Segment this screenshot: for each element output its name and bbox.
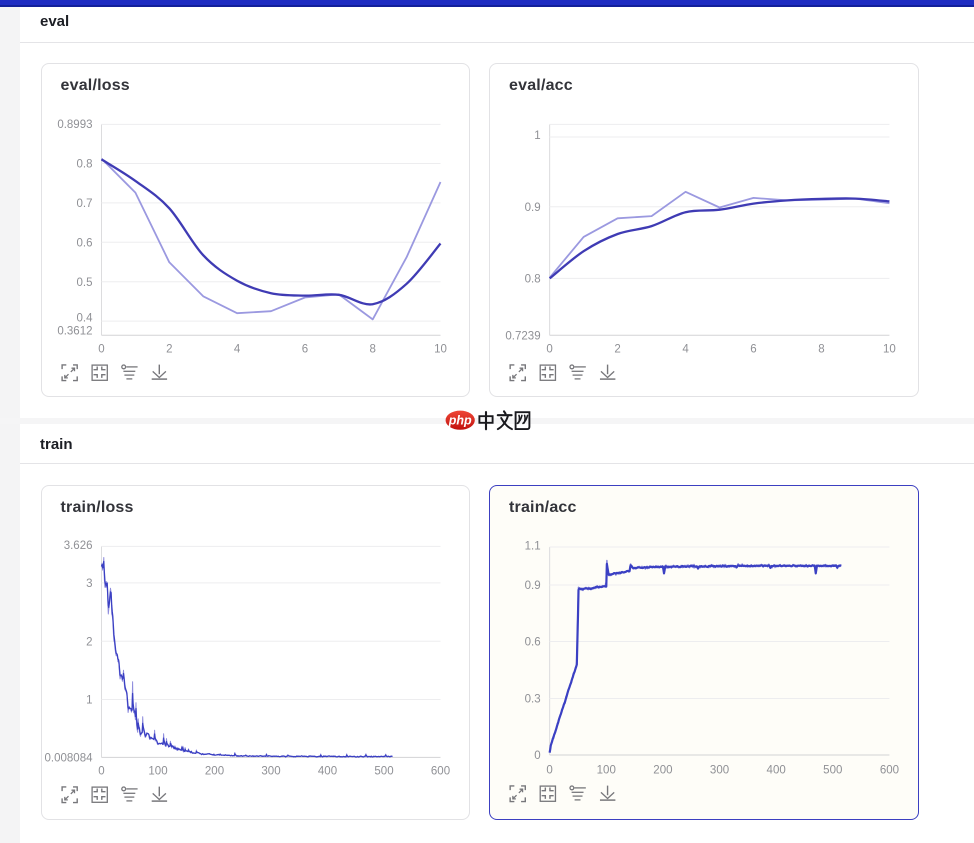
svg-text:100: 100 — [596, 765, 615, 777]
svg-text:0.8: 0.8 — [525, 273, 541, 285]
svg-text:8: 8 — [369, 343, 375, 355]
svg-text:php: php — [448, 414, 472, 428]
svg-text:3.626: 3.626 — [63, 539, 92, 551]
svg-text:4: 4 — [682, 343, 689, 355]
svg-text:6: 6 — [301, 343, 307, 355]
svg-text:600: 600 — [430, 765, 449, 777]
svg-text:0.6: 0.6 — [524, 637, 540, 649]
svg-text:10: 10 — [434, 343, 447, 355]
svg-text:0: 0 — [546, 343, 552, 355]
svg-text:0.3612: 0.3612 — [57, 325, 92, 337]
svg-text:0.7: 0.7 — [76, 198, 92, 210]
svg-text:0.9: 0.9 — [525, 202, 541, 214]
svg-text:0: 0 — [534, 750, 540, 762]
svg-text:1: 1 — [86, 694, 92, 706]
svg-text:8: 8 — [818, 343, 824, 355]
svg-text:1.1: 1.1 — [524, 541, 540, 553]
svg-text:2: 2 — [166, 343, 172, 355]
svg-text:0.8: 0.8 — [76, 158, 92, 170]
svg-text:0.008084: 0.008084 — [44, 752, 93, 764]
svg-text:0: 0 — [98, 343, 104, 355]
svg-text:500: 500 — [374, 765, 393, 777]
svg-text:300: 300 — [261, 765, 280, 777]
svg-text:6: 6 — [750, 343, 756, 355]
svg-text:2: 2 — [614, 343, 620, 355]
svg-text:0.5: 0.5 — [76, 276, 92, 288]
svg-text:200: 200 — [204, 765, 223, 777]
svg-text:0.6: 0.6 — [76, 237, 92, 249]
svg-text:0.8993: 0.8993 — [57, 119, 92, 131]
svg-text:100: 100 — [148, 765, 167, 777]
svg-text:0: 0 — [546, 765, 552, 777]
svg-text:0.7239: 0.7239 — [505, 330, 540, 342]
svg-text:4: 4 — [233, 343, 240, 355]
svg-text:600: 600 — [879, 765, 898, 777]
svg-text:0.9: 0.9 — [524, 580, 540, 592]
svg-text:400: 400 — [317, 765, 336, 777]
svg-text:2: 2 — [86, 636, 92, 648]
svg-text:10: 10 — [883, 343, 896, 355]
svg-text:300: 300 — [710, 765, 729, 777]
svg-text:500: 500 — [823, 765, 842, 777]
svg-text:400: 400 — [766, 765, 785, 777]
svg-text:200: 200 — [653, 765, 672, 777]
svg-text:0.4: 0.4 — [76, 312, 93, 324]
svg-text:1: 1 — [534, 130, 540, 142]
svg-text:0: 0 — [98, 765, 104, 777]
svg-text:3: 3 — [86, 578, 92, 590]
svg-text:0.3: 0.3 — [524, 694, 540, 706]
